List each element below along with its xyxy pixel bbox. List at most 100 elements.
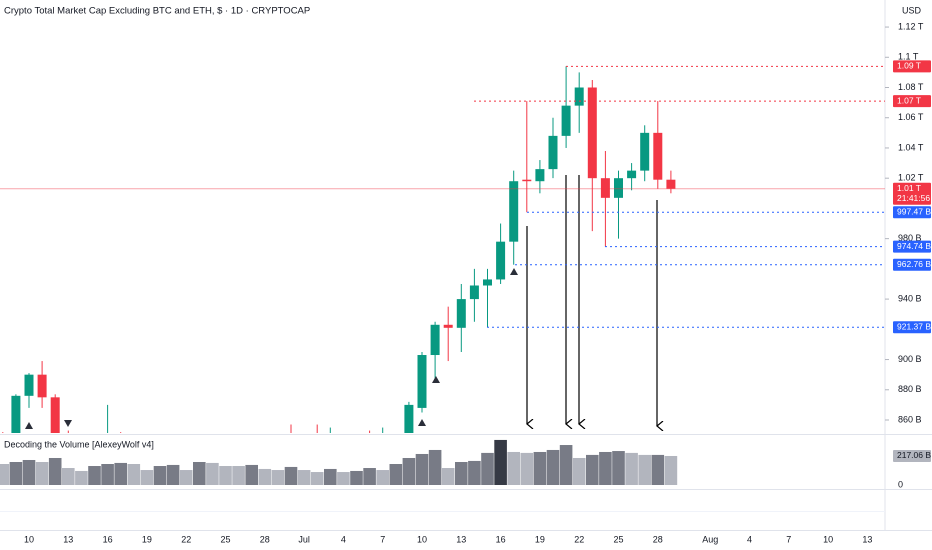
candle-body [483, 279, 492, 286]
volume-bar [441, 468, 455, 485]
volume-bar [297, 470, 311, 485]
candle-body [496, 241, 506, 280]
level-label-box [893, 240, 931, 253]
volume-bar [310, 472, 324, 485]
volume-bar [428, 449, 442, 485]
volume-bar [572, 457, 586, 485]
volume-bar [625, 452, 638, 485]
level-label-box [893, 95, 931, 108]
annotations [25, 175, 657, 429]
volume-bar [101, 464, 114, 485]
countdown: 21:41:56 [897, 193, 930, 203]
volume-bar [324, 468, 337, 485]
x-tick-label: 4 [341, 534, 346, 544]
candle-body [600, 178, 610, 198]
volume-bar [376, 470, 389, 485]
volume-bar [546, 449, 560, 485]
price-pane [2, 66, 676, 433]
y-tick-label: 1.04 T [898, 142, 924, 152]
x-tick-label: 10 [823, 534, 833, 544]
candle-body [443, 324, 453, 328]
level-label: 997.47 B [897, 206, 931, 216]
x-tick-label: 22 [181, 534, 191, 544]
candle-body [24, 374, 34, 396]
up-signal [418, 419, 426, 426]
x-tick-label: 19 [535, 534, 545, 544]
candle-body [522, 179, 532, 182]
level-label-box [893, 206, 931, 219]
volume-bar [481, 452, 494, 485]
x-tick-label: 10 [417, 534, 427, 544]
volume-bar [88, 466, 101, 485]
volume-bar [22, 459, 36, 485]
volume-bar [363, 468, 376, 485]
volume-bar [494, 439, 507, 485]
volume-bar [245, 464, 258, 485]
volume-bar [612, 451, 625, 485]
volume-bar [232, 466, 245, 485]
volume-bar [193, 462, 206, 485]
volume-bar [166, 464, 180, 485]
y-tick-label: 980 B [898, 233, 922, 243]
y-tick-label: 1.06 T [898, 112, 924, 122]
volume-bar [0, 464, 10, 485]
level-label: 962.76 B [897, 259, 931, 269]
volume-bar [284, 466, 298, 485]
y-tick-label: 1.08 T [898, 82, 924, 92]
candle-body [561, 105, 571, 136]
candle-body [587, 87, 597, 179]
volume-bar [350, 470, 363, 485]
volume-bar [455, 462, 468, 485]
level-label: 1.07 T [897, 95, 921, 105]
x-tick-label: 28 [653, 534, 663, 544]
volume-bar [206, 462, 219, 485]
indicator-name: Decoding the Volume [AlexeyWolf v4] [4, 439, 154, 449]
volume-bar [153, 466, 167, 485]
candle-body [574, 87, 584, 106]
level-label-box [893, 258, 931, 271]
volume-bar [140, 470, 154, 485]
volume-bar [664, 455, 678, 485]
volume-bar [337, 472, 350, 485]
level-label: 974.74 B [897, 241, 931, 251]
volume-bar [520, 452, 534, 485]
volume-bar [468, 460, 481, 485]
candle-body [11, 395, 21, 433]
volume-bar [638, 454, 651, 485]
volume-bar [415, 453, 429, 485]
x-tick-label: 7 [380, 534, 385, 544]
x-tick-label: 25 [613, 534, 623, 544]
volume-bar [75, 470, 88, 485]
volume-bar [559, 445, 573, 485]
last-price-label: 1.01 T [897, 183, 921, 193]
candle-body [417, 355, 427, 408]
x-tick-label: 7 [786, 534, 791, 544]
volume-bar [48, 457, 62, 485]
up-signal [510, 268, 518, 275]
candle-body [509, 181, 519, 242]
candle-body [430, 324, 440, 356]
level-label-box [893, 321, 931, 334]
candle-body [548, 135, 558, 170]
volume-last-label: 217.06 B [897, 450, 931, 460]
x-tick-label: Jul [298, 534, 310, 544]
volume-tick-label: 0 [898, 479, 903, 489]
y-tick-label: 1.02 T [898, 173, 924, 183]
last-price-box [893, 182, 931, 205]
volume-bar [651, 454, 665, 485]
chart-title: Crypto Total Market Cap Excluding BTC an… [4, 6, 310, 17]
up-signal [432, 376, 440, 383]
candle-body [653, 132, 663, 180]
volume-bar [127, 464, 141, 485]
x-tick-label: 10 [24, 534, 34, 544]
y-tick-label: 940 B [898, 293, 922, 303]
x-tick-label: 16 [496, 534, 506, 544]
y-tick-label: 900 B [898, 354, 922, 364]
volume-bar [258, 468, 272, 485]
volume-last-box [893, 449, 931, 462]
candle-body [614, 178, 623, 198]
volume-bar [586, 454, 599, 485]
volume-bar [9, 462, 23, 485]
y-tick-label: 860 B [898, 414, 922, 424]
